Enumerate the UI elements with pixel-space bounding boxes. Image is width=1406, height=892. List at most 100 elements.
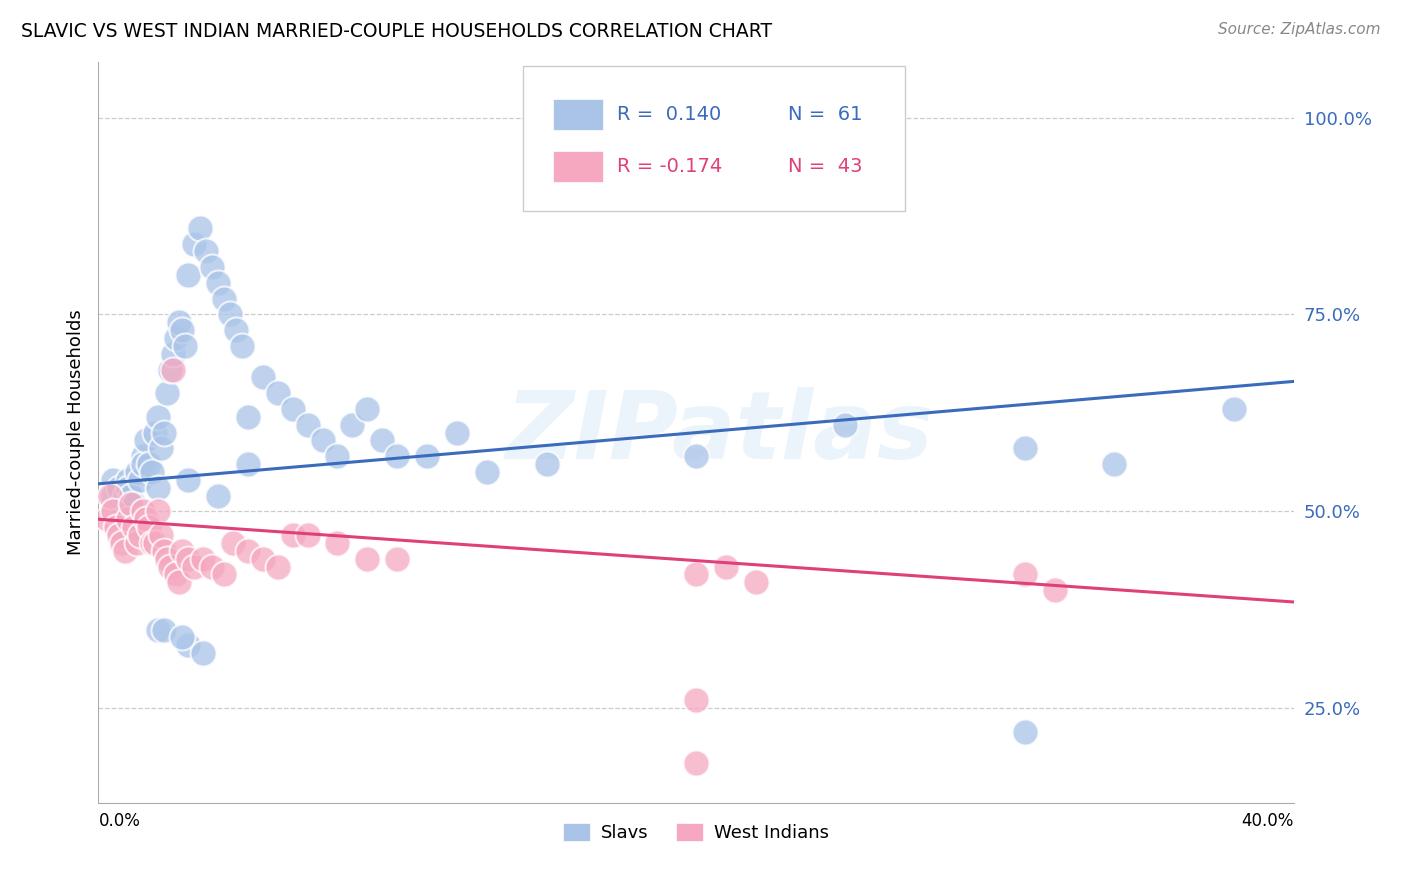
Point <box>191 551 214 566</box>
Bar <box>553 99 603 130</box>
Point <box>103 489 125 503</box>
Point <box>162 362 184 376</box>
Point <box>1014 725 1036 739</box>
Text: SLAVIC VS WEST INDIAN MARRIED-COUPLE HOUSEHOLDS CORRELATION CHART: SLAVIC VS WEST INDIAN MARRIED-COUPLE HOU… <box>21 22 772 41</box>
Point <box>745 575 768 590</box>
Point <box>114 543 136 558</box>
Point <box>127 465 149 479</box>
Point <box>96 512 118 526</box>
Point <box>177 473 200 487</box>
Point <box>127 536 149 550</box>
Point <box>135 434 157 448</box>
Point <box>129 528 152 542</box>
Point <box>267 386 290 401</box>
Point <box>207 276 229 290</box>
Point <box>153 543 176 558</box>
Point <box>148 504 170 518</box>
Point <box>1014 442 1036 456</box>
Point <box>297 417 319 432</box>
Point <box>150 442 173 456</box>
Point <box>297 528 319 542</box>
Point <box>685 567 707 582</box>
Point <box>132 504 155 518</box>
Point <box>143 425 166 440</box>
Point <box>148 409 170 424</box>
Point <box>177 551 200 566</box>
Point <box>148 481 170 495</box>
Text: R = -0.174: R = -0.174 <box>617 157 723 176</box>
Point <box>132 457 155 471</box>
Point <box>108 481 131 495</box>
Point <box>135 512 157 526</box>
Point <box>114 489 136 503</box>
Point <box>159 362 181 376</box>
Point <box>267 559 290 574</box>
Point <box>156 551 179 566</box>
Point <box>183 559 205 574</box>
Point <box>172 543 194 558</box>
Point <box>103 473 125 487</box>
Point <box>108 528 131 542</box>
Point <box>141 465 163 479</box>
Point <box>172 323 194 337</box>
Point <box>685 756 707 771</box>
Point <box>167 575 190 590</box>
Point <box>281 528 304 542</box>
Point <box>191 646 214 660</box>
Point <box>141 536 163 550</box>
Point <box>236 543 259 558</box>
Point <box>536 457 558 471</box>
Point <box>103 504 125 518</box>
Point <box>252 551 274 566</box>
Point <box>416 449 439 463</box>
Point <box>117 481 139 495</box>
Point <box>207 489 229 503</box>
Point <box>167 315 190 329</box>
Point <box>685 449 707 463</box>
Point <box>120 489 142 503</box>
Point <box>174 339 197 353</box>
Point <box>326 536 349 550</box>
Point <box>475 465 498 479</box>
Point <box>150 528 173 542</box>
Point <box>148 623 170 637</box>
Point <box>685 693 707 707</box>
Point <box>177 268 200 282</box>
Point <box>124 496 146 510</box>
Point <box>1223 402 1246 417</box>
Point <box>356 402 378 417</box>
Point <box>111 536 134 550</box>
Text: N =  61: N = 61 <box>787 104 862 124</box>
Point <box>143 536 166 550</box>
Point <box>195 244 218 259</box>
Point <box>252 370 274 384</box>
Point <box>188 220 211 235</box>
Point <box>117 512 139 526</box>
Point <box>714 559 737 574</box>
Point <box>156 386 179 401</box>
Point <box>311 434 333 448</box>
Text: 0.0%: 0.0% <box>98 813 141 830</box>
Point <box>153 623 176 637</box>
Point <box>1043 583 1066 598</box>
Point <box>172 631 194 645</box>
Text: N =  43: N = 43 <box>787 157 862 176</box>
Point <box>222 536 245 550</box>
Point <box>371 434 394 448</box>
Point <box>138 457 160 471</box>
Point <box>98 489 122 503</box>
Point <box>219 308 242 322</box>
Point <box>111 496 134 510</box>
Point <box>201 559 224 574</box>
Point <box>446 425 468 440</box>
Point <box>105 520 128 534</box>
Text: 40.0%: 40.0% <box>1241 813 1294 830</box>
Point <box>236 409 259 424</box>
Point <box>236 457 259 471</box>
Point <box>1014 567 1036 582</box>
FancyBboxPatch shape <box>523 66 905 211</box>
Point <box>231 339 253 353</box>
Point <box>834 417 856 432</box>
Point <box>212 292 235 306</box>
Point <box>326 449 349 463</box>
